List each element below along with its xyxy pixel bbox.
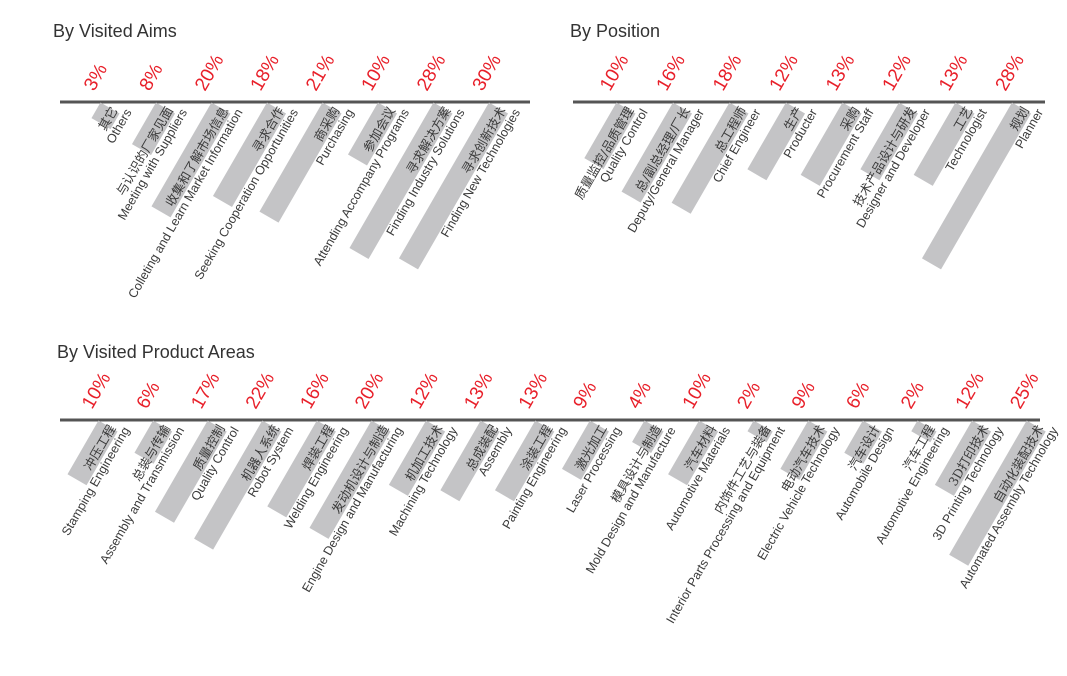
bar-2-15 <box>911 420 937 443</box>
percent-label: 6% <box>133 378 165 412</box>
bar-1-7 <box>921 102 1032 270</box>
percent-label: 9% <box>570 378 602 412</box>
percent-label: 6% <box>843 378 875 412</box>
percent-label: 28% <box>992 51 1029 95</box>
percent-label: 13% <box>822 51 859 95</box>
percent-label: 20% <box>351 369 388 413</box>
bar-2-9 <box>561 420 609 480</box>
percent-label: 3% <box>80 60 112 94</box>
bar-2-10 <box>632 420 664 453</box>
bar-0-0 <box>91 102 120 130</box>
percent-label: 12% <box>952 369 989 413</box>
bar-0-7 <box>398 102 509 270</box>
bar-1-3 <box>747 102 806 181</box>
bar-2-8 <box>494 420 555 502</box>
bar-2-12 <box>747 420 773 443</box>
bar-2-0 <box>67 420 118 486</box>
bar-2-2 <box>154 420 227 523</box>
percent-label: 16% <box>297 369 334 413</box>
bar-0-5 <box>347 102 398 166</box>
percent-label: 2% <box>733 378 765 412</box>
bar-0-6 <box>349 102 453 259</box>
bar-2-14 <box>844 420 882 464</box>
percent-label: 10% <box>78 369 115 413</box>
percent-label: 21% <box>302 51 339 95</box>
bar-2-5 <box>309 420 391 539</box>
bar-0-2 <box>151 102 231 218</box>
percent-label: 10% <box>358 51 395 95</box>
chart-title-visited-aims: By Visited Aims <box>53 21 177 41</box>
percent-label: 12% <box>879 51 916 95</box>
bar-2-6 <box>388 420 446 496</box>
percent-label: 8% <box>136 60 168 94</box>
percent-label: 18% <box>709 51 746 95</box>
percent-label: 22% <box>242 369 279 413</box>
percent-label: 12% <box>766 51 803 95</box>
percent-label: 12% <box>406 369 443 413</box>
percent-label: 17% <box>187 369 224 413</box>
bar-1-2 <box>671 102 749 214</box>
bar-1-5 <box>860 102 919 181</box>
bar-2-11 <box>668 420 719 486</box>
bar-1-4 <box>800 102 862 186</box>
chart-title-position: By Position <box>570 21 661 41</box>
percent-label: 30% <box>469 51 506 95</box>
percent-label: 18% <box>247 51 284 95</box>
bar-2-17 <box>949 420 1046 566</box>
bar-0-3 <box>212 102 287 208</box>
percent-label: 10% <box>679 369 716 413</box>
bar-1-0 <box>584 102 636 170</box>
bar-1-1 <box>621 102 693 203</box>
bar-2-13 <box>780 420 828 480</box>
bar-2-7 <box>440 420 500 502</box>
percent-label: 10% <box>596 51 633 95</box>
percent-label: 13% <box>460 369 497 413</box>
percent-label: 28% <box>413 51 450 95</box>
percent-label: 2% <box>897 378 929 412</box>
bar-0-4 <box>259 102 342 223</box>
bar-2-1 <box>134 420 173 464</box>
percent-label: 25% <box>1006 369 1043 413</box>
percent-label: 4% <box>624 378 656 412</box>
percent-label: 13% <box>935 51 972 95</box>
bar-2-4 <box>267 420 336 518</box>
percent-label: 16% <box>653 51 690 95</box>
chart-title-product-areas: By Visited Product Areas <box>57 342 255 362</box>
bar-0-1 <box>131 102 176 156</box>
bar-1-6 <box>913 102 975 186</box>
percent-label: 20% <box>191 51 228 95</box>
percent-label: 13% <box>515 369 552 413</box>
bar-2-16 <box>934 420 992 496</box>
bar-2-3 <box>194 420 282 550</box>
percent-label: 9% <box>788 378 820 412</box>
